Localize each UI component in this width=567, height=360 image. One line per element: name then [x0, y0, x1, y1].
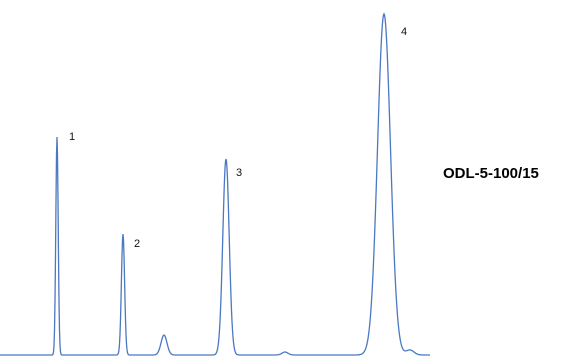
peak-label-3: 3 — [236, 167, 242, 179]
peak-label-layer: 1 2 3 4 — [69, 26, 407, 250]
chart-title: ODL-5-100/15 — [443, 165, 539, 182]
peak-label-4: 4 — [401, 26, 407, 38]
trace-layer — [0, 12, 430, 356]
chromatogram-trace-line — [0, 12, 430, 356]
peak-label-1: 1 — [69, 131, 75, 143]
peak-label-2: 2 — [134, 238, 140, 250]
